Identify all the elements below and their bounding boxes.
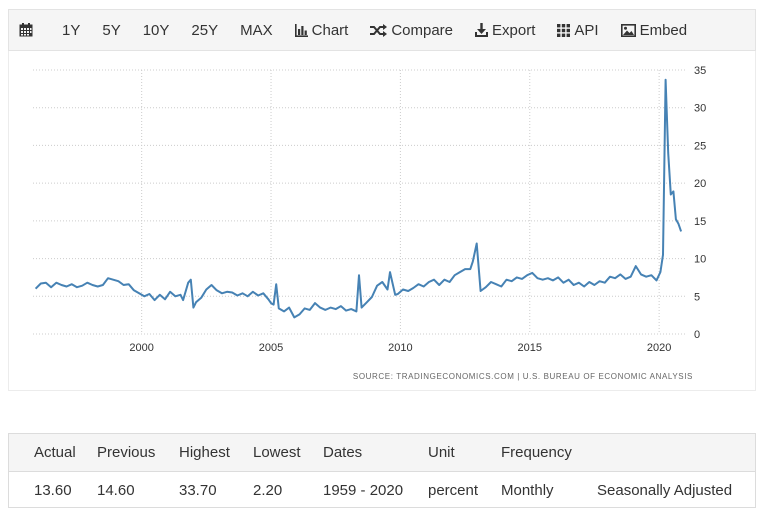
x-tick-label: 2010 — [388, 342, 412, 354]
header-unit: Unit — [428, 444, 455, 461]
x-tick-label: 2020 — [647, 342, 671, 354]
calendar-icon[interactable] — [9, 10, 51, 50]
value-unit: percent — [428, 482, 479, 499]
y-tick-label: 15 — [694, 216, 706, 228]
y-tick-label: 20 — [694, 178, 706, 190]
y-tick-label: 0 — [694, 329, 700, 341]
header-frequency: Frequency — [501, 444, 572, 461]
chart-area: 0 5 10 15 20 25 30 35 2000 2005 2010 2015 2020 SOURC… — [8, 51, 756, 391]
export-button-label: Export — [492, 21, 536, 39]
y-tick-label: 5 — [694, 291, 700, 303]
embed-button-label: Embed — [639, 21, 688, 39]
chart-grid — [33, 69, 685, 335]
range-1y-button[interactable]: 1Y — [62, 21, 81, 39]
source-note: SOURCE: TRADINGECONOMICS.COM | U.S. BURE… — [352, 372, 693, 381]
shuffle-icon — [370, 23, 388, 37]
value-actual: 13.60 — [34, 482, 72, 499]
range-max-button[interactable]: MAX — [240, 21, 273, 39]
x-tick-label: 2015 — [518, 342, 542, 354]
value-frequency: Monthly — [501, 482, 554, 499]
image-icon — [620, 23, 636, 37]
line-chart: 0 5 10 15 20 25 30 35 2000 2005 2010 2015 2020 — [33, 65, 706, 354]
chart-toolbar: 1Y 5Y 10Y 25Y MAX Chart Compare Expor — [8, 9, 756, 51]
header-dates: Dates — [323, 444, 363, 461]
chart-button-label: Chart — [311, 21, 349, 39]
api-button-label: API — [574, 21, 599, 39]
x-tick-label: 2005 — [259, 342, 283, 354]
chart-series — [34, 78, 683, 319]
x-tick-label: 2000 — [129, 342, 153, 354]
y-tick-label: 25 — [694, 140, 706, 152]
bar-chart-icon — [294, 23, 308, 37]
api-button[interactable]: API — [546, 10, 609, 50]
y-tick-label: 30 — [694, 103, 706, 115]
compare-button[interactable]: Compare — [359, 10, 464, 50]
value-adjustment: Seasonally Adjusted — [597, 482, 733, 499]
header-previous: Previous — [97, 444, 156, 461]
stats-value-row: 13.60 14.60 33.70 2.20 1959 - 2020 perce… — [9, 472, 755, 509]
y-tick-label: 35 — [694, 65, 706, 77]
stats-table: Actual Previous Highest Lowest Dates Uni… — [8, 433, 756, 508]
value-highest: 33.70 — [179, 482, 217, 499]
value-previous: 14.60 — [97, 482, 135, 499]
series-line — [34, 78, 683, 319]
y-tick-label: 10 — [694, 254, 706, 266]
range-10y-button[interactable]: 10Y — [142, 21, 170, 39]
export-button[interactable]: Export — [464, 10, 546, 50]
header-highest: Highest — [179, 444, 230, 461]
range-5y-button[interactable]: 5Y — [102, 21, 121, 39]
embed-button[interactable]: Embed — [610, 10, 699, 50]
stats-header-row: Actual Previous Highest Lowest Dates Uni… — [9, 434, 755, 472]
value-lowest: 2.20 — [253, 482, 283, 499]
grid-icon — [557, 23, 571, 37]
value-dates: 1959 - 2020 — [323, 482, 404, 499]
range-25y-button[interactable]: 25Y — [191, 21, 219, 39]
chart-ticks: 0 5 10 15 20 25 30 35 2000 2005 2010 2015 2020 — [129, 65, 706, 354]
compare-button-label: Compare — [391, 21, 454, 39]
chart-button[interactable]: Chart — [284, 10, 360, 50]
download-icon — [475, 23, 489, 37]
header-actual: Actual — [34, 444, 76, 461]
header-lowest: Lowest — [253, 444, 301, 461]
